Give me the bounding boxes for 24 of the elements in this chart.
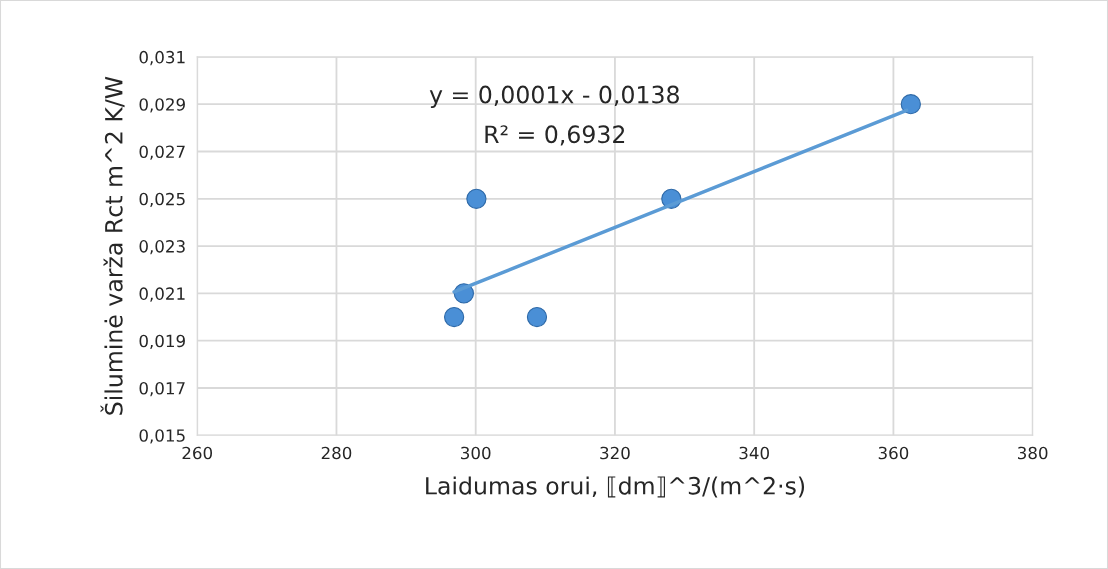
annotation: y = 0,0001x - 0,0138 (429, 85, 679, 109)
y-axis-title: Šiluminė varža Rct m^2 K/W (100, 76, 125, 415)
x-tick-label: 380 (1018, 446, 1048, 460)
point (466, 188, 487, 209)
y-tick-label: 0,021 (139, 287, 185, 302)
y-tick-label: 0,031 (139, 50, 185, 66)
x-tick-label: 280 (321, 446, 352, 460)
x-tick-label: 360 (878, 446, 909, 460)
point (900, 94, 921, 115)
x-axis-title: Laidumas orui, ⟦dm⟧^3/(m^2·s) (426, 476, 805, 498)
x-tick-label: 300 (461, 446, 491, 460)
annotation: R² = 0,6932 (485, 125, 625, 146)
y-tick-label: 0,029 (139, 98, 185, 113)
x-tick-label: 260 (182, 446, 213, 460)
x-tick-label: 320 (600, 446, 630, 460)
y-tick-label: 0,027 (139, 145, 185, 160)
y-tick-label: 0,015 (139, 429, 185, 444)
y-tick-label: 0,017 (139, 381, 185, 397)
point (526, 306, 548, 328)
y-tick-label: 0,023 (139, 240, 185, 255)
point (443, 306, 465, 328)
y-tick-label: 0,025 (139, 192, 185, 208)
y-tick-label: 0,019 (139, 334, 185, 349)
x-tick-label: 340 (739, 446, 769, 460)
